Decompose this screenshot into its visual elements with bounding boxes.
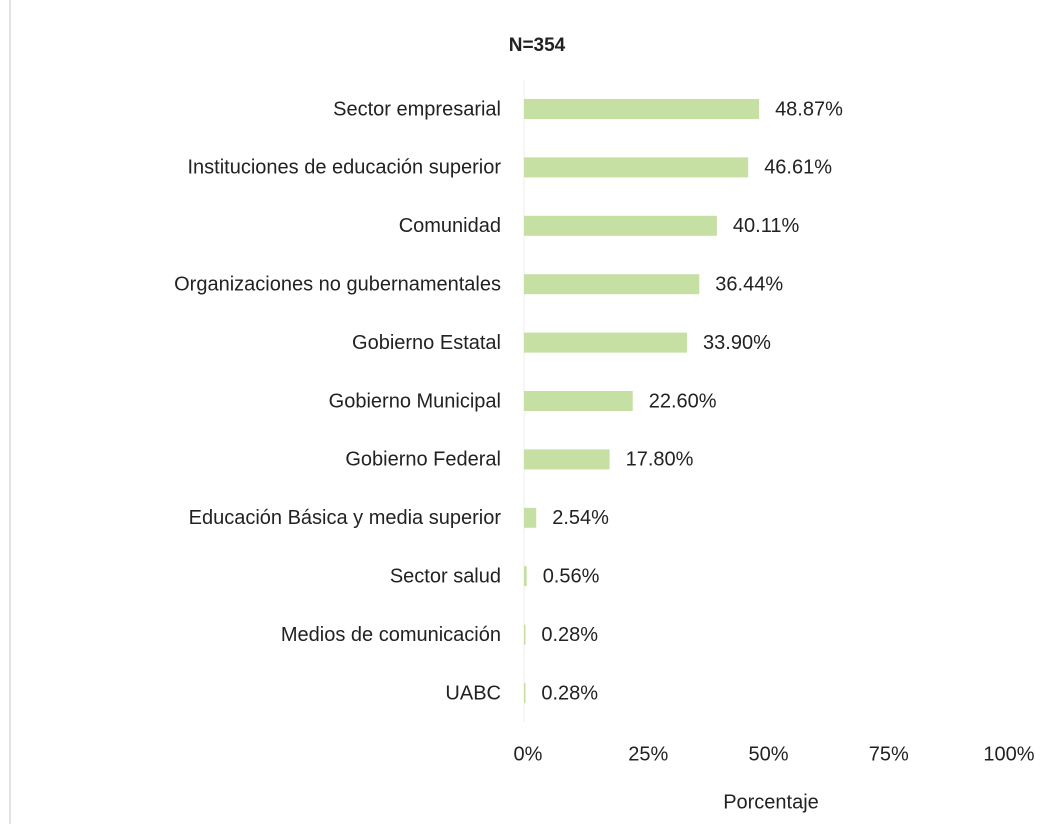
y-tick-label: Comunidad xyxy=(399,215,501,237)
x-tick-label: 25% xyxy=(628,743,668,765)
bar xyxy=(524,215,717,236)
x-tick-label: 100% xyxy=(983,743,1034,765)
bar xyxy=(524,274,700,295)
y-tick-label: Gobierno Federal xyxy=(345,449,501,471)
data-label: 36.44% xyxy=(715,273,783,295)
x-axis-title: Porcentaje xyxy=(723,791,819,813)
bar xyxy=(524,391,633,411)
chart-title: N=354 xyxy=(509,35,566,56)
y-tick-label: Instituciones de educación superior xyxy=(187,157,501,179)
bar xyxy=(524,683,526,703)
y-tick-label: Sector empresarial xyxy=(333,98,501,120)
data-label: 22.60% xyxy=(649,390,717,412)
y-tick-label: Gobierno Municipal xyxy=(329,390,501,412)
data-label: 46.61% xyxy=(764,157,832,179)
bar xyxy=(524,332,688,353)
x-tick-label: 75% xyxy=(869,743,909,765)
y-tick-label: UABC xyxy=(445,682,501,704)
data-label: 33.90% xyxy=(703,332,771,354)
bar xyxy=(524,566,527,587)
bar xyxy=(524,99,760,119)
y-tick-label: Educación Básica y media superior xyxy=(189,507,502,529)
data-label: 0.28% xyxy=(541,682,598,704)
bar xyxy=(524,624,526,645)
data-label: 0.56% xyxy=(543,565,600,587)
x-tick-label: 0% xyxy=(514,743,543,765)
bar xyxy=(524,449,610,470)
data-label: 40.11% xyxy=(733,215,800,237)
x-tick-label: 50% xyxy=(748,743,788,765)
y-tick-label: Gobierno Estatal xyxy=(352,332,501,354)
data-label: 2.54% xyxy=(552,507,609,529)
y-tick-label: Organizaciones no gubernamentales xyxy=(174,273,501,295)
bar xyxy=(524,157,749,178)
data-label: 48.87% xyxy=(775,98,843,120)
data-label: 17.80% xyxy=(626,449,694,471)
bar xyxy=(524,507,537,528)
data-label: 0.28% xyxy=(541,624,598,646)
y-tick-label: Sector salud xyxy=(390,565,501,587)
y-tick-label: Medios de comunicación xyxy=(281,624,501,646)
